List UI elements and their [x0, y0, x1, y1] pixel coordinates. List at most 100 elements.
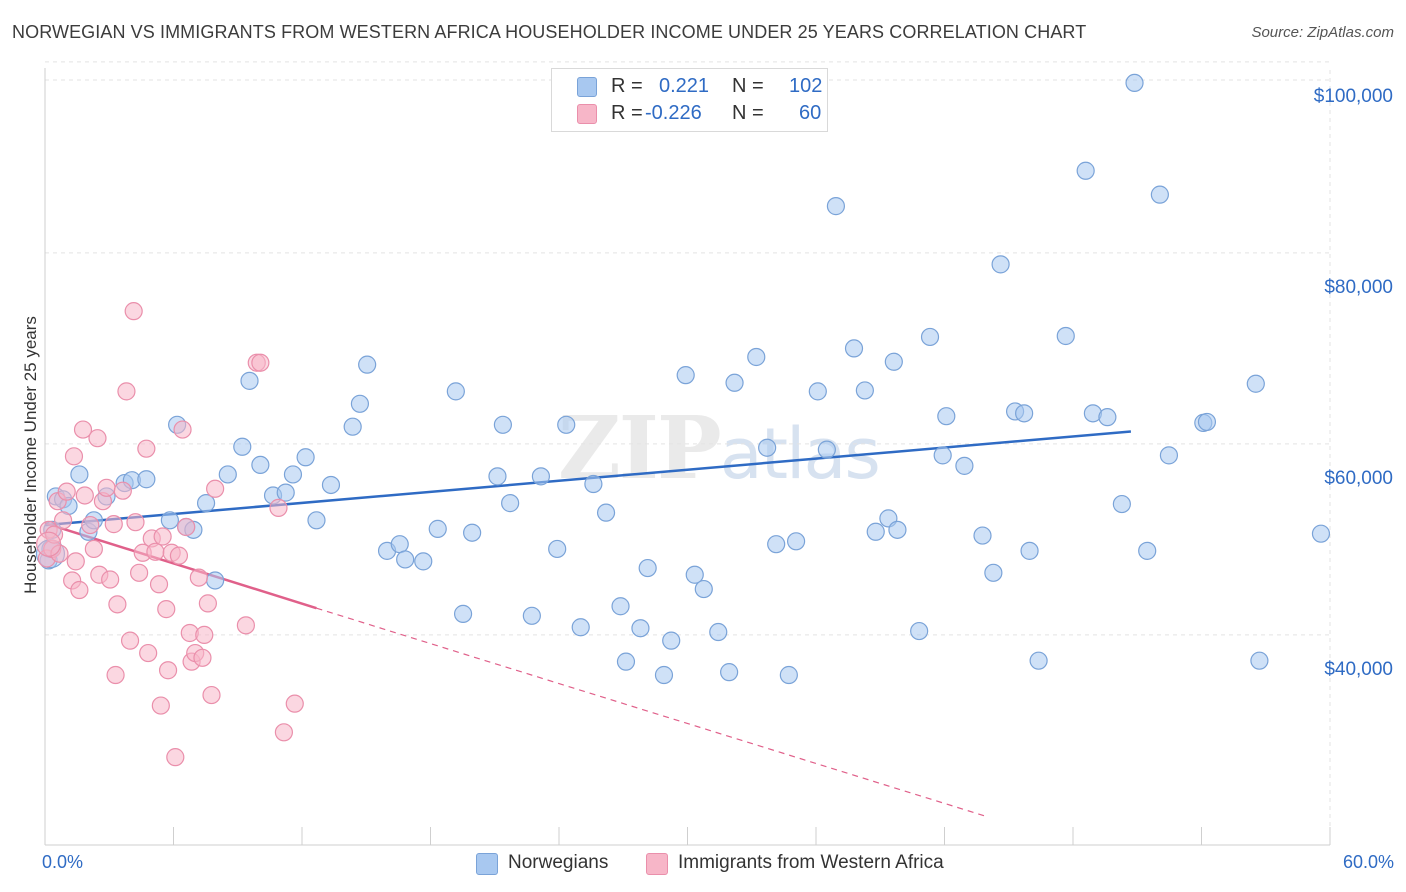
norwegian-point — [638, 558, 657, 578]
norwegian-point — [307, 511, 326, 530]
norwegian-point — [888, 520, 907, 539]
norwegian-point — [611, 597, 630, 616]
norwegian-point — [725, 373, 744, 392]
norwegian-point — [596, 503, 616, 522]
norwegian-point — [557, 415, 576, 434]
norwegian-point — [240, 371, 259, 390]
norwegian-point — [350, 394, 370, 413]
r-label: R = — [611, 102, 643, 124]
western-africa-point — [149, 575, 169, 594]
western-africa-point — [113, 481, 132, 500]
western-africa-point — [206, 479, 225, 498]
western-africa-point — [177, 517, 196, 537]
western-africa-point — [106, 665, 125, 685]
norwegian-point — [196, 494, 216, 513]
norwegian-point — [1112, 494, 1131, 514]
norwegian-point — [446, 382, 465, 401]
western-africa-point — [146, 542, 165, 561]
norwegian-point — [844, 339, 864, 358]
norwegian-point — [884, 352, 903, 371]
norwegian-point — [396, 550, 415, 569]
western-africa-point — [236, 616, 255, 635]
western-africa-point — [193, 648, 212, 667]
norwegians-points — [35, 73, 1331, 685]
norwegian-point — [662, 631, 681, 650]
norwegian-point — [758, 438, 777, 457]
western-africa-point-cluster — [36, 531, 62, 557]
norwegian-point — [1246, 374, 1265, 393]
western-africa-point — [158, 661, 178, 680]
western-africa-point — [88, 429, 107, 448]
n-label: N = — [732, 75, 764, 97]
norwegian-point — [488, 467, 507, 486]
pink-swatch — [646, 853, 668, 875]
pink-swatch — [577, 104, 597, 124]
norwegian-point — [1056, 326, 1075, 346]
norwegian-point — [955, 456, 974, 475]
norwegian-point — [251, 455, 270, 475]
norwegian-point — [206, 571, 225, 590]
norwegian-point — [826, 197, 846, 216]
norwegian-point — [1197, 412, 1217, 432]
norwegian-point — [233, 437, 252, 456]
norwegian-point — [855, 381, 874, 400]
norwegian-point — [817, 440, 836, 459]
norwegian-point — [1311, 524, 1331, 543]
norwegian-point — [548, 539, 567, 559]
western-africa-point — [64, 447, 84, 466]
norwegian-point — [1250, 651, 1269, 670]
norwegian-point — [933, 446, 952, 465]
norwegian-point — [920, 327, 940, 347]
norwegian-point — [694, 579, 713, 599]
r-value: -0.226 — [645, 102, 702, 124]
western-africa-point — [75, 486, 94, 505]
norwegian-point — [453, 604, 473, 623]
norwegian-point — [531, 467, 551, 486]
norwegian-point — [1076, 161, 1095, 180]
western-africa-point — [285, 694, 304, 713]
legend-label: Norwegians — [508, 852, 609, 873]
western-africa-point — [153, 527, 172, 546]
western-africa-point — [108, 595, 127, 614]
norwegian-point — [414, 552, 433, 571]
norwegian-point — [616, 652, 636, 671]
norwegian-point — [991, 255, 1010, 274]
western-africa-point — [81, 515, 100, 535]
norwegian-point — [522, 606, 541, 625]
r-label: R = — [611, 75, 643, 97]
norwegian-point — [937, 407, 956, 426]
western-africa-points — [36, 302, 304, 767]
x-tick-label-max: 60.0% — [1342, 852, 1394, 872]
norwegian-point — [358, 355, 377, 374]
western-africa-point — [126, 513, 145, 532]
western-africa-point — [151, 696, 170, 715]
western-africa-point — [274, 723, 294, 742]
western-africa-point — [166, 748, 185, 767]
correlation-legend: R = 0.221 N = 102 R = -0.226 N = 60 — [551, 68, 828, 132]
western-africa-point — [189, 568, 208, 587]
norwegian-point — [1015, 404, 1034, 423]
legend-label: Immigrants from Western Africa — [678, 852, 944, 873]
western-africa-point — [66, 552, 85, 571]
blue-swatch — [577, 77, 597, 97]
norwegian-point — [747, 347, 766, 367]
norwegian-point — [720, 663, 739, 682]
norwegian-point — [1020, 541, 1039, 560]
y-tick-label: $60,000 — [1324, 468, 1393, 489]
norwegian-point — [160, 511, 179, 530]
western-africa-point — [44, 525, 64, 544]
western-africa-point — [139, 643, 158, 663]
norwegian-point — [1159, 446, 1179, 465]
norwegian-point — [808, 382, 827, 401]
western-africa-trend-line-extension — [316, 607, 987, 817]
norwegian-point — [709, 622, 728, 642]
norwegian-point — [676, 366, 695, 385]
western-africa-point — [120, 631, 140, 650]
norwegian-point — [218, 465, 237, 484]
norwegian-point — [1029, 651, 1048, 670]
western-africa-point — [137, 439, 156, 458]
western-africa-point — [169, 546, 189, 565]
norwegian-point — [571, 618, 590, 637]
western-africa-point — [269, 498, 288, 517]
norwegian-point — [910, 621, 929, 641]
